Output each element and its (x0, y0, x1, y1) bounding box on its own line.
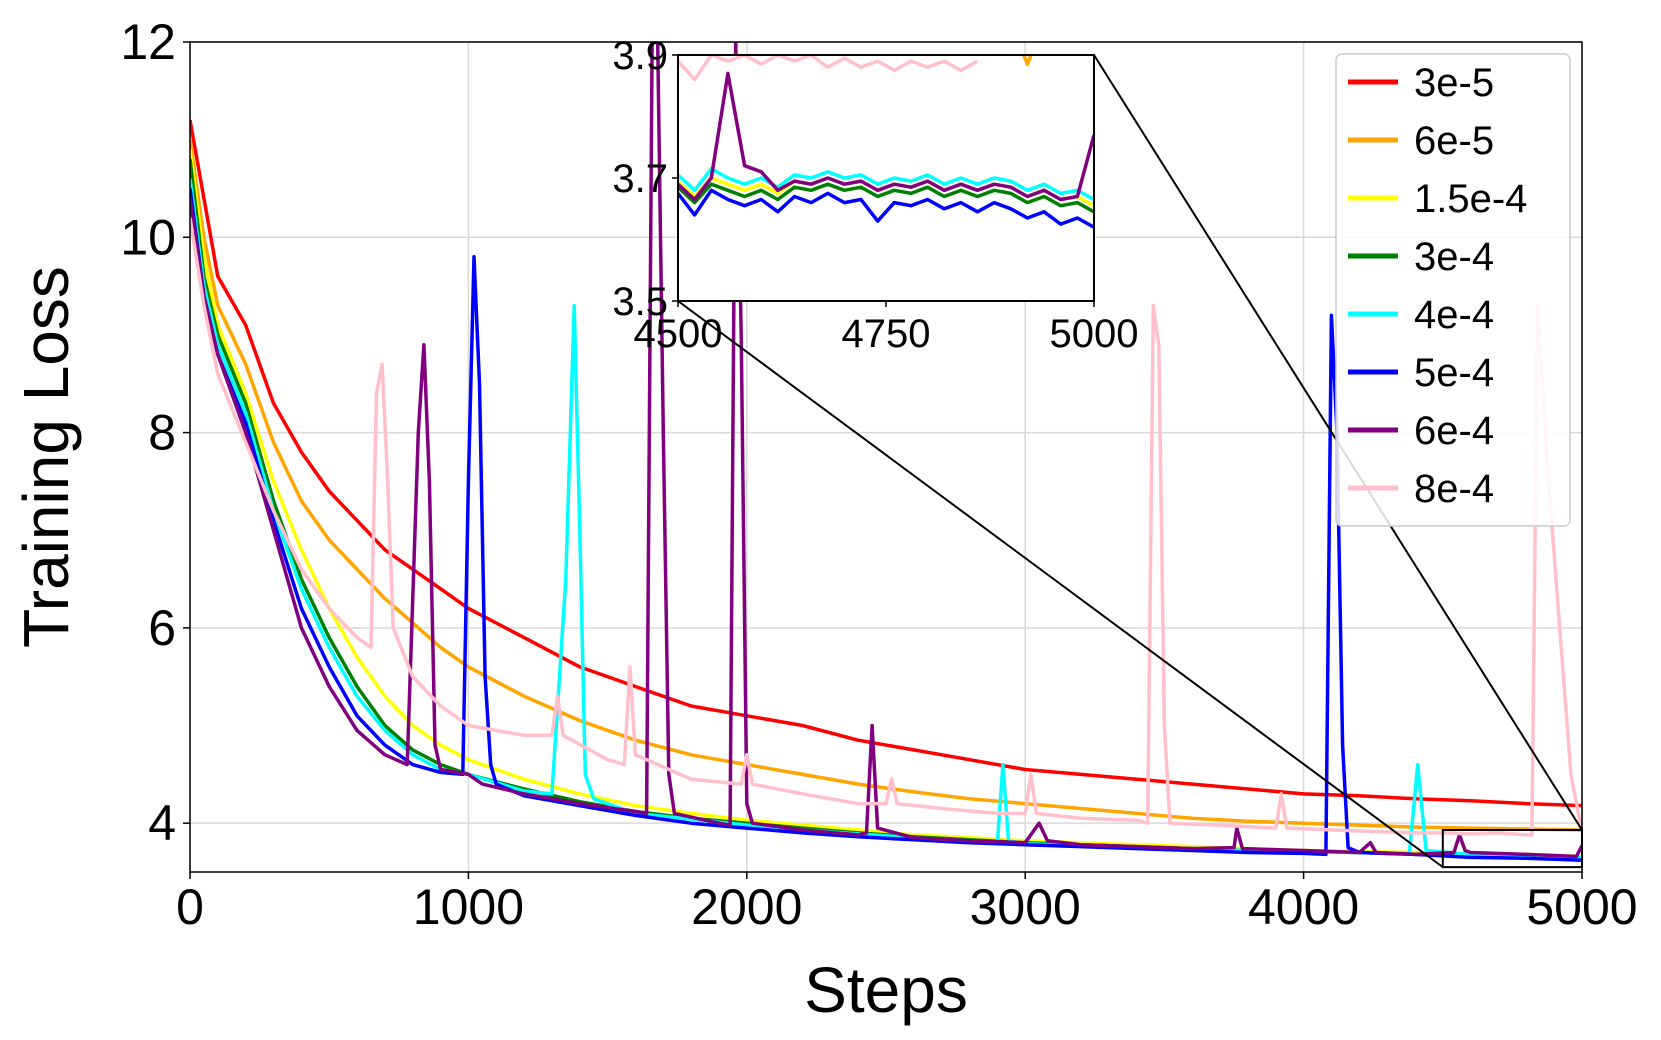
inset-background (678, 55, 1094, 301)
inset-y-tick-label: 3.7 (612, 157, 668, 201)
legend-label-6e-4: 6e-4 (1414, 409, 1494, 453)
inset-series-line-4e-4 (678, 167, 1094, 202)
inset-x-tick-label: 5000 (1050, 312, 1139, 356)
x-tick-label: 0 (176, 879, 204, 935)
legend-frame (1335, 53, 1571, 527)
main-series-group (190, 42, 1582, 863)
series-line-6e-5 (190, 139, 1582, 832)
x-tick-label: 1000 (413, 879, 524, 935)
inset-series-group (678, 55, 1094, 229)
x-axis-label: Steps (804, 954, 968, 1026)
inset-series-line-6e-5 (1021, 55, 1033, 66)
legend-label-6e-5: 6e-5 (1414, 119, 1494, 163)
main-plot-frame (189, 41, 1583, 873)
inset-y-tick-label: 3.9 (612, 34, 668, 78)
inset-y-tick-label: 3.5 (612, 280, 668, 324)
inset-axes-ticks: 4500 4750 5000 3.5 3.7 3.9 (612, 34, 1138, 356)
inset-series-line-3e-4 (678, 182, 1094, 214)
legend-label-4e-4: 4e-4 (1414, 293, 1494, 337)
series-line-8e-4 (190, 217, 1582, 837)
legend: 3e-5 6e-5 1.5e-4 3e-4 4e-4 5e-4 6e-4 8e-4 (1335, 53, 1571, 527)
x-tick-label: 4000 (1248, 879, 1359, 935)
inset-series-line-5e-4 (678, 188, 1094, 229)
inset-zoom-plot: 4500 4750 5000 3.5 3.7 3.9 (612, 34, 1138, 356)
y-tick-label: 12 (120, 14, 176, 70)
legend-label-3e-5: 3e-5 (1414, 61, 1494, 105)
legend-label-1.5e-4: 1.5e-4 (1414, 177, 1527, 221)
inset-x-tick-label: 4500 (634, 312, 723, 356)
main-axes-ticks: 0 1000 2000 3000 4000 5000 4 6 8 10 12 (120, 14, 1637, 935)
legend-label-8e-4: 8e-4 (1414, 467, 1494, 511)
y-tick-label: 4 (148, 795, 176, 851)
inset-series-line-6e-4 (678, 71, 1094, 202)
y-tick-label: 8 (148, 405, 176, 461)
inset-x-tick-label: 4750 (842, 312, 931, 356)
series-line-6e-4 (190, 42, 1582, 859)
x-tick-label: 2000 (691, 879, 802, 935)
inset-series-line-8e-4 (678, 55, 979, 82)
x-tick-label: 5000 (1526, 879, 1637, 935)
legend-label-5e-4: 5e-4 (1414, 351, 1494, 395)
y-tick-label: 10 (120, 209, 176, 265)
legend-label-3e-4: 3e-4 (1414, 235, 1494, 279)
y-tick-label: 6 (148, 600, 176, 656)
y-axis-label: Training Loss (10, 266, 82, 648)
series-line-3e-5 (190, 119, 1582, 808)
zoom-connector-line (677, 300, 1444, 868)
x-tick-label: 3000 (970, 879, 1081, 935)
